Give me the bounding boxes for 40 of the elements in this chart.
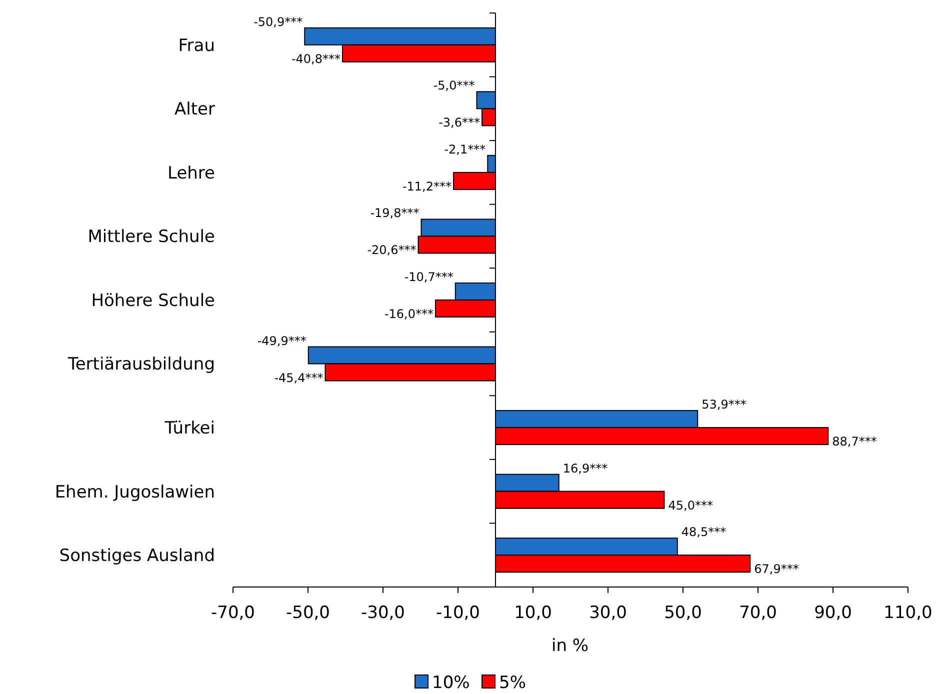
x-tick-label: 50,0 bbox=[664, 603, 702, 623]
y-tick-label: Lehre bbox=[168, 163, 215, 184]
x-tick-label: -30,0 bbox=[361, 603, 405, 623]
y-tick-label: Ehem. Jugoslawien bbox=[54, 482, 215, 502]
y-tick-label: Frau bbox=[178, 36, 215, 56]
data-label: -16,0*** bbox=[384, 307, 434, 321]
data-label: 16,9*** bbox=[562, 461, 608, 476]
y-tick-label: Tertiärausbildung bbox=[66, 354, 215, 375]
data-label: -49,9*** bbox=[257, 334, 306, 348]
y-tick-label: Höhere Schule bbox=[91, 290, 215, 311]
x-tick-label: -70,0 bbox=[211, 603, 255, 623]
data-label: 67,9*** bbox=[754, 562, 799, 576]
x-tick-label: 110,0 bbox=[884, 603, 932, 623]
data-label: 53,9*** bbox=[702, 398, 746, 412]
y-tick-label: Sonstiges Ausland bbox=[59, 546, 215, 566]
y-tick-label: Alter bbox=[174, 100, 216, 120]
data-label: -40,8*** bbox=[291, 52, 340, 66]
x-tick-label: 10,0 bbox=[514, 603, 552, 623]
y-tick-label: Mittlere Schule bbox=[88, 227, 215, 248]
data-label: -3,6*** bbox=[438, 116, 480, 130]
data-label: -11,2*** bbox=[402, 179, 452, 194]
data-label: 45,0*** bbox=[668, 498, 713, 512]
data-label: -20,6*** bbox=[367, 243, 416, 258]
data-label: -10,7*** bbox=[404, 270, 454, 284]
x-tick-label: 70,0 bbox=[739, 603, 777, 623]
x-tick-label: 30,0 bbox=[589, 603, 627, 623]
x-tick-label: -50,0 bbox=[286, 603, 330, 623]
data-label: 48,5*** bbox=[681, 525, 726, 540]
data-label: -50,9*** bbox=[254, 14, 303, 29]
x-tick-label: 90,0 bbox=[814, 603, 852, 623]
y-tick-label: Türkei bbox=[164, 418, 215, 439]
data-label: 88,7*** bbox=[832, 434, 877, 449]
data-label: -2,1*** bbox=[444, 142, 486, 156]
legend-label: 5% bbox=[499, 673, 526, 693]
data-label: -45,4*** bbox=[274, 370, 324, 385]
x-axis-title: in % bbox=[551, 636, 589, 656]
data-label: -5,0*** bbox=[433, 78, 475, 93]
legend-label: 10% bbox=[432, 673, 470, 693]
x-tick-label: -10,0 bbox=[436, 603, 480, 623]
data-label: -19,8*** bbox=[370, 206, 420, 220]
